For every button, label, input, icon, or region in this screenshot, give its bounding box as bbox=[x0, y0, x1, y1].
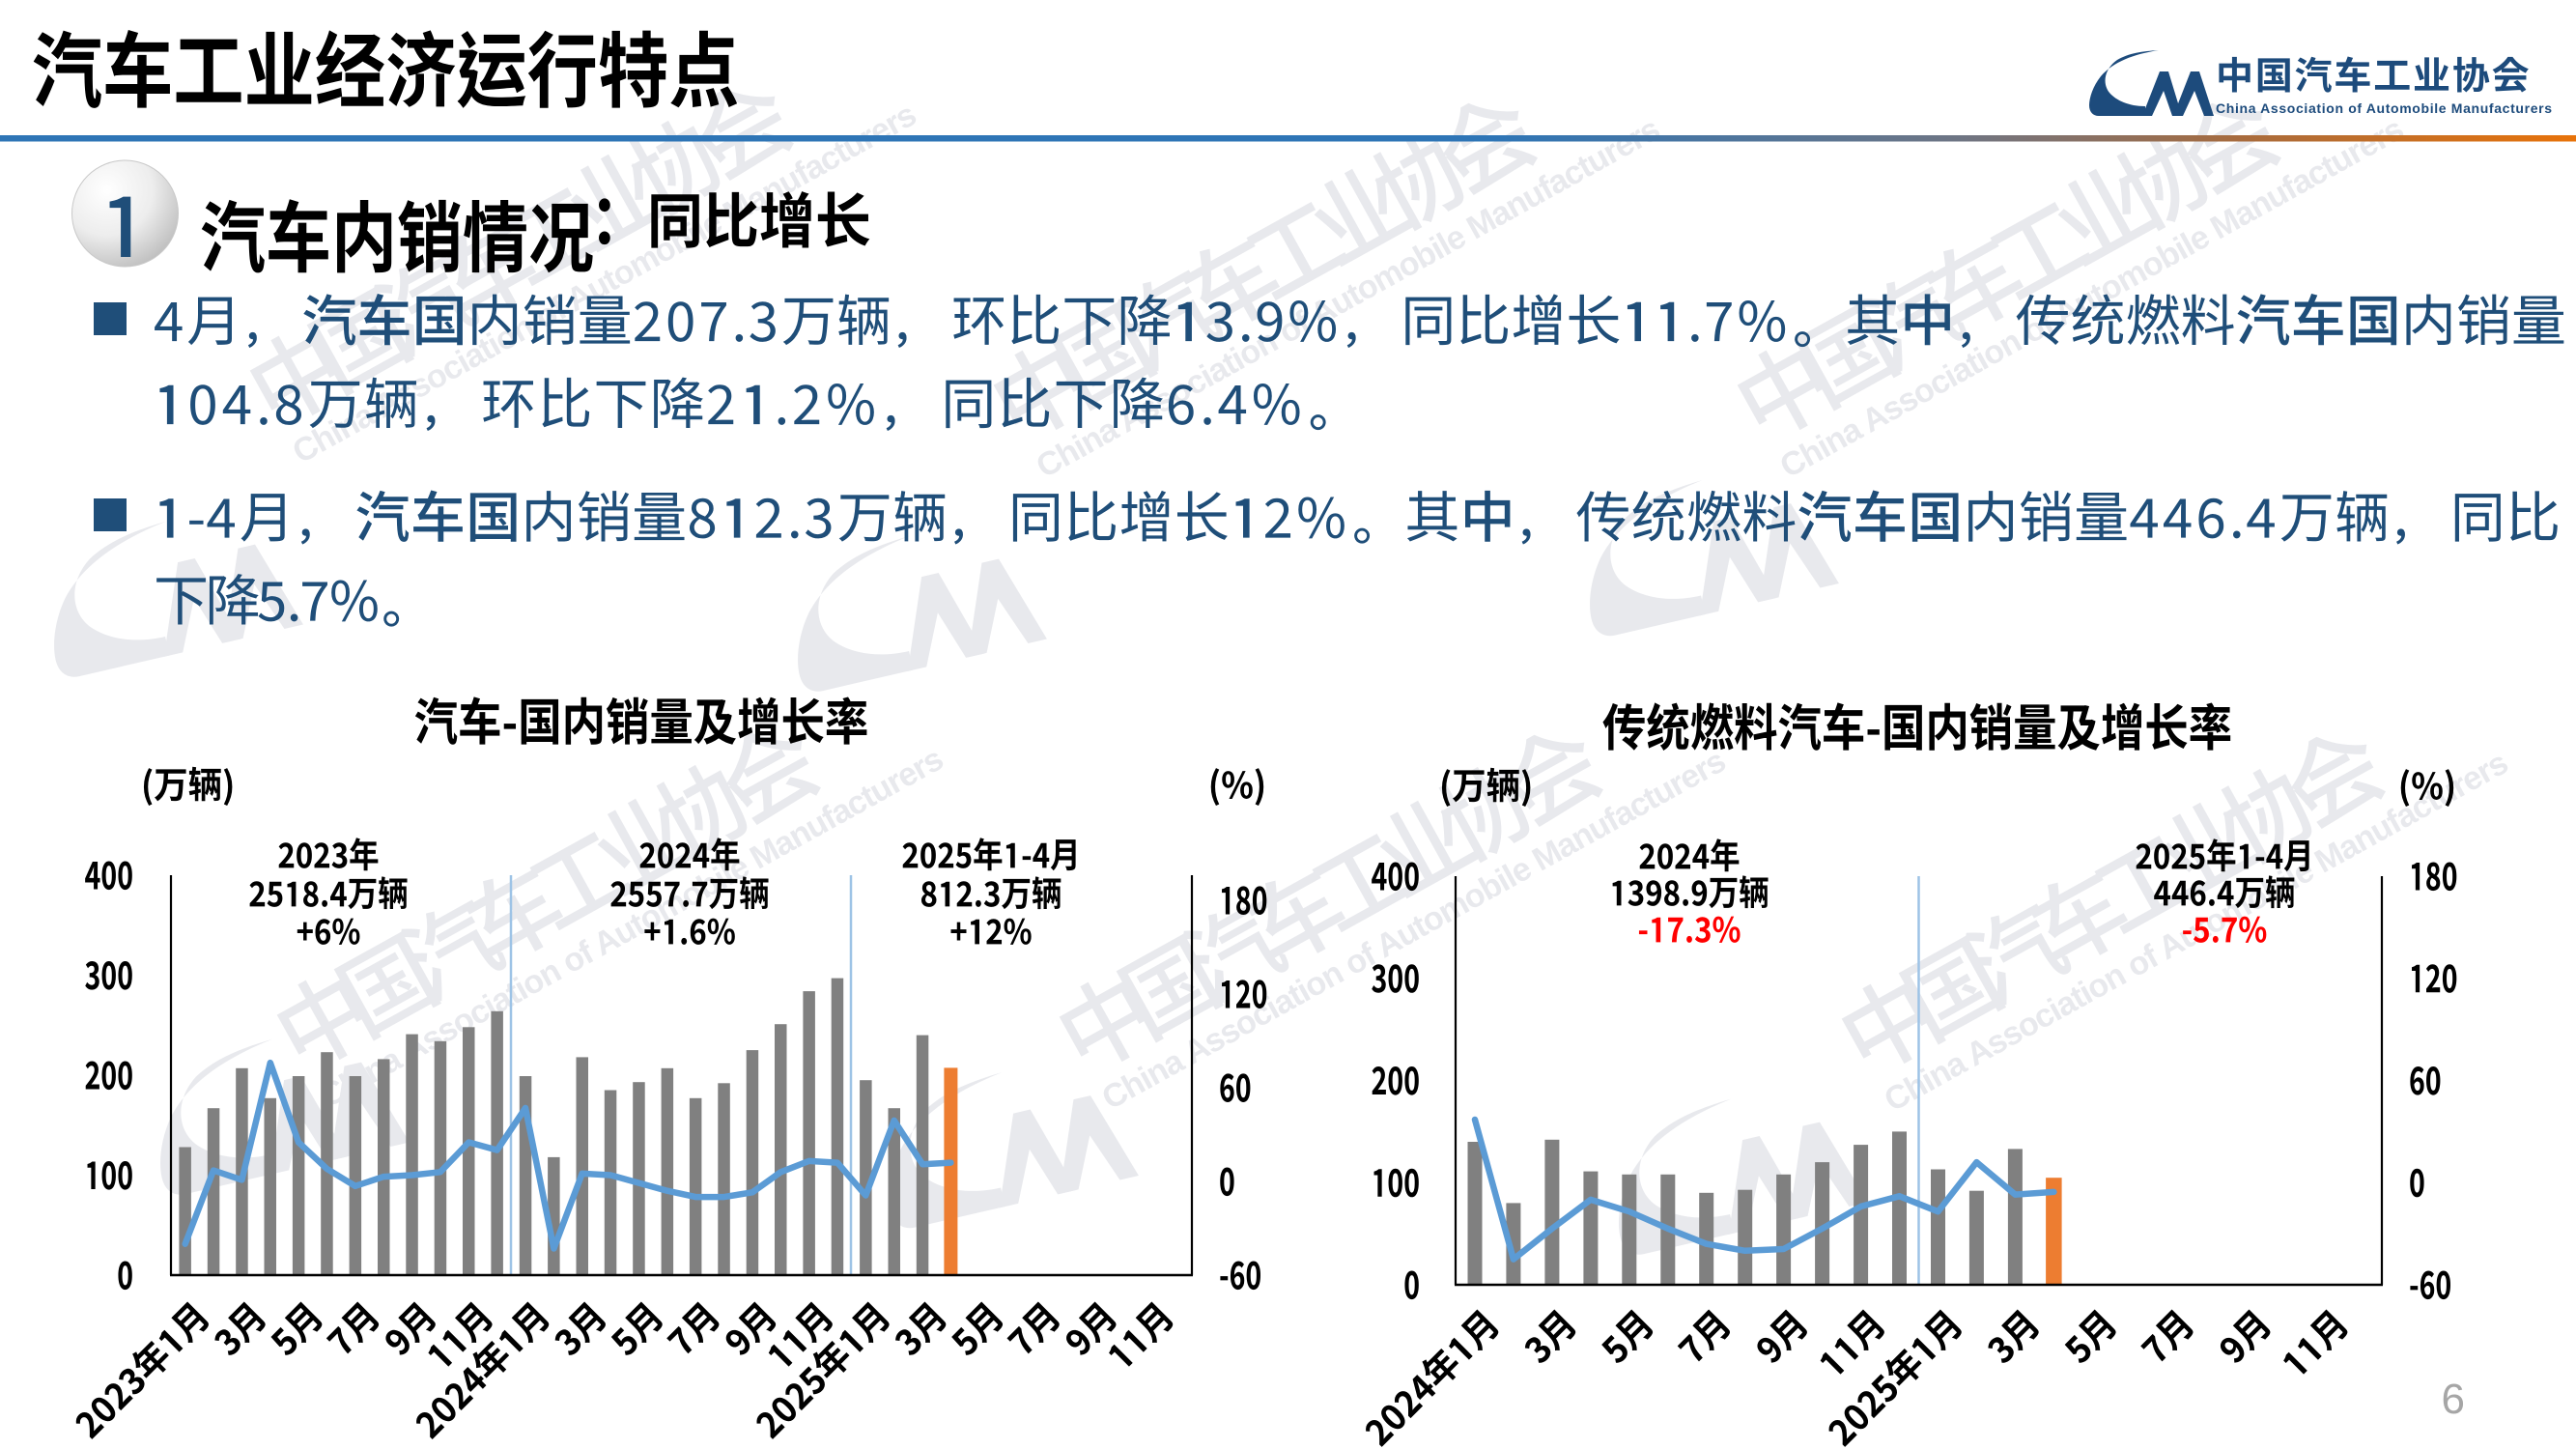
svg-text:China Association of Automobil: China Association of Automobile Manufact… bbox=[2216, 100, 2553, 116]
svg-text:6: 6 bbox=[2442, 1376, 2465, 1423]
